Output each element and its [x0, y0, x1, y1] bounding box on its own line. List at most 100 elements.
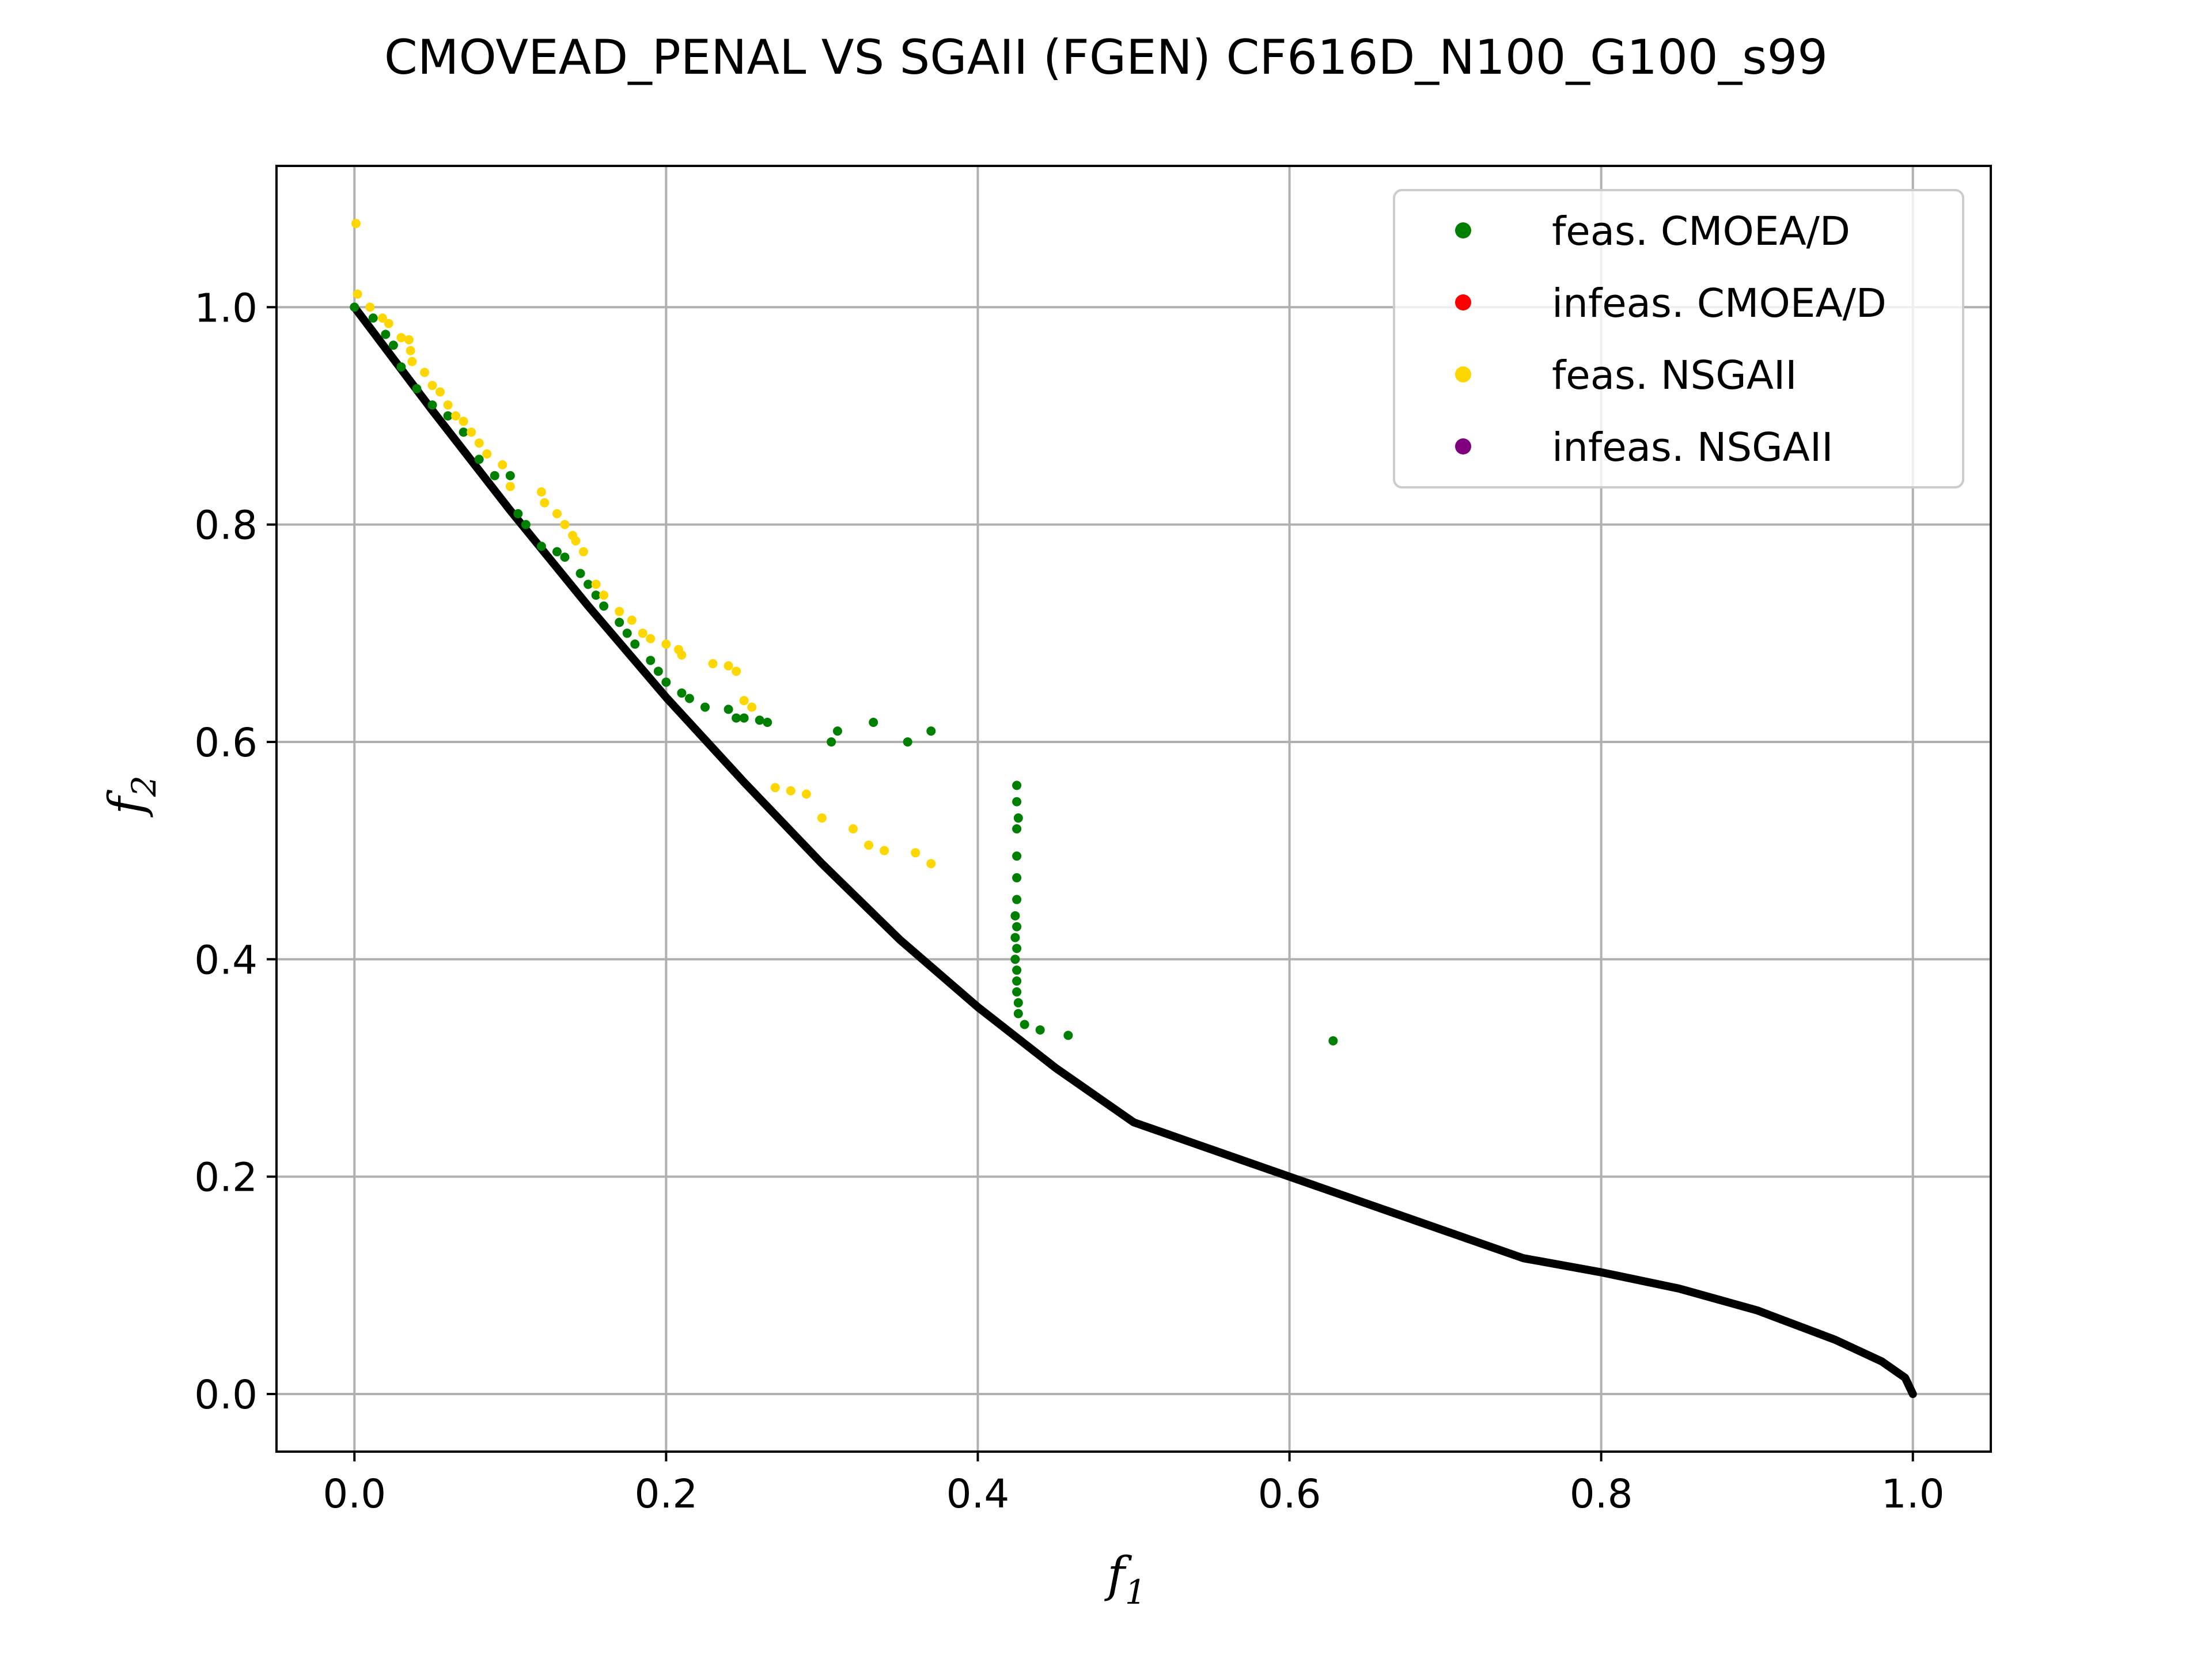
data-point	[599, 590, 609, 600]
y-tick-label: 0.2	[194, 1155, 257, 1201]
data-point	[540, 498, 550, 507]
data-point	[513, 509, 523, 518]
data-point	[575, 569, 585, 578]
data-point	[407, 357, 417, 366]
data-point	[404, 335, 414, 344]
data-points	[350, 218, 1338, 1046]
data-point	[770, 783, 780, 793]
data-point	[755, 715, 764, 725]
data-point	[732, 666, 741, 676]
data-point	[451, 411, 461, 421]
data-point	[739, 696, 749, 706]
data-point	[724, 704, 733, 714]
data-point	[591, 590, 601, 600]
data-point	[435, 387, 445, 397]
data-point	[474, 454, 484, 464]
data-point	[630, 639, 640, 649]
data-point	[646, 656, 656, 665]
data-point	[1012, 987, 1022, 997]
data-point	[377, 313, 387, 323]
data-point	[708, 659, 718, 669]
y-axis-ticks: 0.0 0.2 0.4 0.6 0.8 1.0	[194, 285, 276, 1418]
legend-marker	[1455, 438, 1471, 454]
data-point	[368, 313, 378, 323]
y-axis-label-sub: 2	[124, 775, 164, 797]
data-point	[1063, 1031, 1073, 1040]
data-point	[396, 362, 406, 372]
y-tick-label: 1.0	[194, 285, 257, 331]
legend-marker	[1455, 294, 1471, 310]
data-point	[1012, 965, 1022, 975]
y-tick-label: 0.8	[194, 503, 257, 549]
legend: feas. CMOEA/D infeas. CMOEA/D feas. NSGAII…	[1393, 189, 1964, 488]
x-tick-label: 0.4	[946, 1471, 1010, 1517]
data-point	[926, 859, 936, 869]
data-point	[591, 579, 601, 589]
data-point	[1012, 895, 1022, 904]
data-point	[1035, 1025, 1045, 1035]
data-point	[1010, 911, 1020, 921]
data-point	[724, 661, 733, 671]
data-point	[474, 438, 484, 448]
data-point	[482, 449, 492, 459]
data-point	[911, 848, 921, 858]
data-point	[1012, 873, 1022, 882]
chart-title: CMOVEAD_PENAL VS SGAII (FGEN) CF616D_N10…	[384, 29, 1828, 85]
legend-marker	[1455, 222, 1471, 238]
data-point	[384, 319, 393, 328]
data-point	[412, 384, 422, 393]
x-axis-label-sub: 1	[1125, 1573, 1146, 1612]
data-point	[903, 737, 912, 747]
y-tick-label: 0.0	[194, 1372, 257, 1418]
data-point	[443, 400, 453, 410]
data-point	[560, 552, 570, 562]
data-point	[571, 536, 581, 546]
data-point	[869, 718, 878, 728]
data-point	[1020, 1020, 1029, 1029]
data-point	[627, 615, 637, 625]
data-point	[801, 789, 811, 799]
plot-frame	[275, 165, 1992, 1453]
legend-box	[1393, 189, 1964, 488]
x-tick-label: 0.6	[1258, 1471, 1321, 1517]
x-tick-label: 0.0	[323, 1471, 386, 1517]
data-point	[536, 487, 546, 497]
data-point	[763, 718, 772, 728]
x-tick-label: 0.2	[634, 1471, 698, 1517]
y-tick-label: 0.4	[194, 937, 257, 983]
data-point	[552, 547, 562, 556]
data-point	[443, 411, 453, 421]
data-point	[498, 460, 507, 469]
y-axis-label: f2	[99, 775, 164, 818]
data-point	[490, 471, 499, 480]
data-point	[1013, 1009, 1023, 1018]
data-point	[786, 786, 796, 796]
data-point	[864, 840, 874, 850]
data-point	[677, 688, 687, 698]
legend-label: infeas. NSGAII	[1552, 425, 1834, 471]
data-point	[351, 218, 361, 228]
data-point	[1012, 976, 1022, 986]
data-point	[406, 346, 415, 355]
data-point	[1013, 813, 1023, 823]
data-point	[1012, 781, 1022, 790]
data-point	[739, 713, 749, 723]
data-point	[1012, 824, 1022, 834]
data-point	[827, 737, 836, 747]
data-point	[1012, 944, 1022, 953]
data-point	[646, 634, 656, 643]
data-point	[1012, 851, 1022, 861]
data-point	[653, 666, 663, 676]
x-tick-label: 1.0	[1881, 1471, 1945, 1517]
data-point	[661, 677, 671, 687]
data-point	[560, 520, 570, 529]
data-point	[661, 639, 671, 649]
legend-label: feas. NSGAII	[1552, 353, 1797, 399]
data-point	[1012, 922, 1022, 931]
data-point	[578, 547, 588, 556]
x-tick-label: 0.8	[1570, 1471, 1633, 1517]
data-point	[677, 650, 687, 660]
data-point	[615, 618, 624, 627]
legend-label: infeas. CMOEA/D	[1552, 281, 1887, 327]
data-point	[427, 400, 437, 410]
